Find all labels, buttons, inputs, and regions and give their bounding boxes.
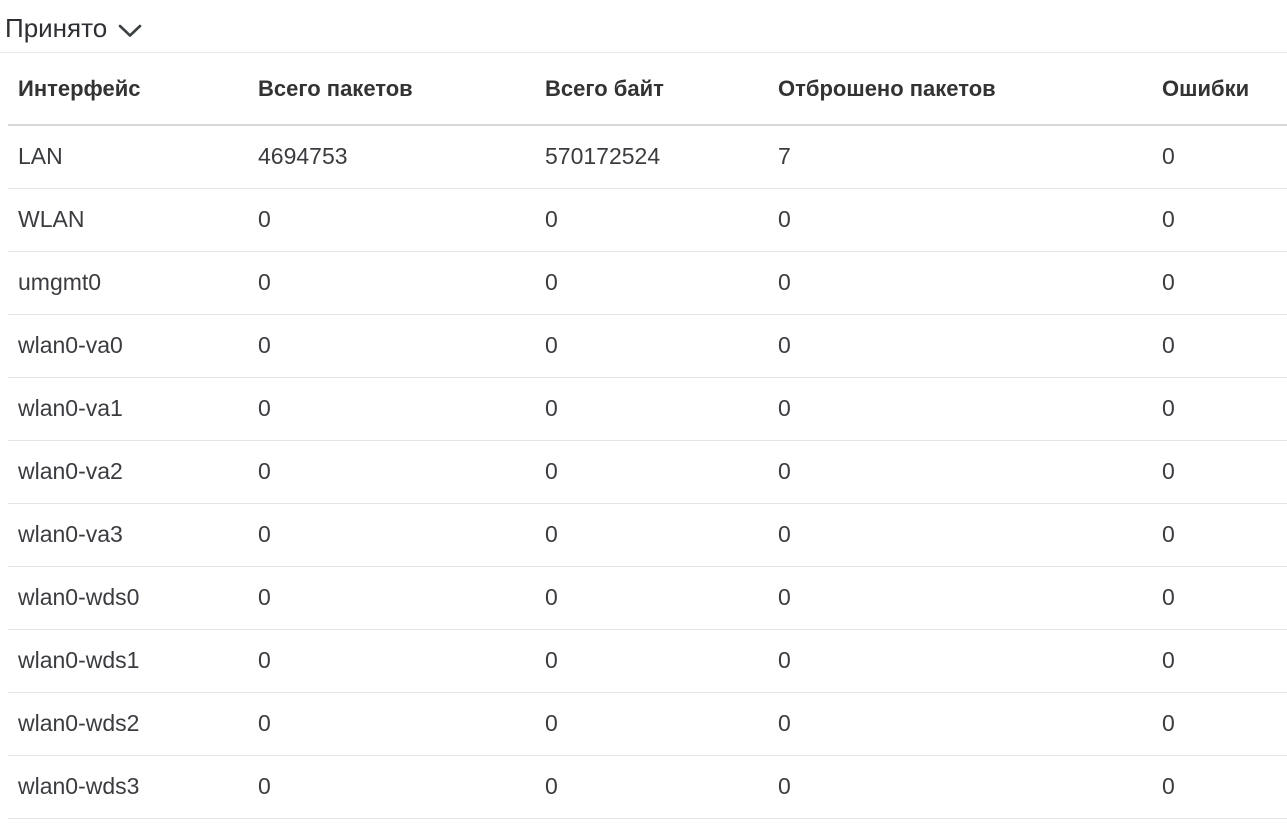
cell-dropped-packets: 0 bbox=[768, 251, 1152, 315]
cell-dropped-packets: 0 bbox=[768, 440, 1152, 504]
cell-total-bytes: 0 bbox=[535, 629, 768, 693]
cell-interface: wlan0-wds3 bbox=[8, 755, 248, 819]
cell-total-bytes: 0 bbox=[535, 440, 768, 504]
interface-stats-table: Интерфейс Всего пакетов Всего байт Отбро… bbox=[8, 53, 1287, 819]
cell-interface: wlan0-wds2 bbox=[8, 692, 248, 756]
cell-errors: 0 bbox=[1152, 440, 1287, 504]
accordion-title: Принято bbox=[5, 13, 108, 43]
cell-total-packets: 0 bbox=[248, 440, 535, 504]
column-header-total-bytes: Всего байт bbox=[535, 53, 768, 126]
cell-total-packets: 0 bbox=[248, 503, 535, 567]
cell-dropped-packets: 7 bbox=[768, 125, 1152, 189]
cell-dropped-packets: 0 bbox=[768, 314, 1152, 378]
cell-total-packets: 0 bbox=[248, 629, 535, 693]
cell-total-packets: 0 bbox=[248, 314, 535, 378]
chevron-down-icon bbox=[118, 24, 142, 37]
cell-interface: wlan0-wds1 bbox=[8, 629, 248, 693]
table-row: wlan0-wds1 0 0 0 0 bbox=[8, 629, 1287, 693]
cell-total-bytes: 0 bbox=[535, 314, 768, 378]
cell-interface: wlan0-va1 bbox=[8, 377, 248, 441]
table-row: wlan0-va3 0 0 0 0 bbox=[8, 503, 1287, 567]
cell-dropped-packets: 0 bbox=[768, 629, 1152, 693]
table-row: wlan0-va2 0 0 0 0 bbox=[8, 440, 1287, 504]
table-row: wlan0-va1 0 0 0 0 bbox=[8, 377, 1287, 441]
accordion-header-received[interactable]: Принято bbox=[0, 0, 1287, 53]
table-row: wlan0-wds3 0 0 0 0 bbox=[8, 755, 1287, 819]
cell-dropped-packets: 0 bbox=[768, 755, 1152, 819]
table-row: wlan0-va0 0 0 0 0 bbox=[8, 314, 1287, 378]
cell-errors: 0 bbox=[1152, 503, 1287, 567]
cell-interface: wlan0-va2 bbox=[8, 440, 248, 504]
cell-total-bytes: 0 bbox=[535, 188, 768, 252]
column-header-total-packets: Всего пакетов bbox=[248, 53, 535, 126]
table-row: WLAN 0 0 0 0 bbox=[8, 188, 1287, 252]
cell-dropped-packets: 0 bbox=[768, 377, 1152, 441]
table-body: LAN 4694753 570172524 7 0 WLAN 0 0 0 0 umgmt0 0 0 0 0 w… bbox=[8, 125, 1287, 819]
cell-errors: 0 bbox=[1152, 125, 1287, 189]
cell-dropped-packets: 0 bbox=[768, 692, 1152, 756]
cell-interface: umgmt0 bbox=[8, 251, 248, 315]
cell-total-bytes: 0 bbox=[535, 251, 768, 315]
cell-errors: 0 bbox=[1152, 377, 1287, 441]
cell-interface: WLAN bbox=[8, 188, 248, 252]
cell-errors: 0 bbox=[1152, 692, 1287, 756]
cell-errors: 0 bbox=[1152, 566, 1287, 630]
cell-total-packets: 0 bbox=[248, 755, 535, 819]
column-header-dropped-packets: Отброшено пакетов bbox=[768, 53, 1152, 126]
cell-total-packets: 0 bbox=[248, 377, 535, 441]
cell-total-bytes: 0 bbox=[535, 503, 768, 567]
cell-errors: 0 bbox=[1152, 755, 1287, 819]
cell-total-packets: 4694753 bbox=[248, 125, 535, 189]
table-row: umgmt0 0 0 0 0 bbox=[8, 251, 1287, 315]
cell-total-packets: 0 bbox=[248, 251, 535, 315]
cell-total-packets: 0 bbox=[248, 566, 535, 630]
table-row: LAN 4694753 570172524 7 0 bbox=[8, 125, 1287, 189]
cell-errors: 0 bbox=[1152, 251, 1287, 315]
cell-interface: LAN bbox=[8, 125, 248, 189]
cell-total-packets: 0 bbox=[248, 188, 535, 252]
cell-dropped-packets: 0 bbox=[768, 503, 1152, 567]
cell-interface: wlan0-wds0 bbox=[8, 566, 248, 630]
column-header-errors: Ошибки bbox=[1152, 53, 1287, 126]
cell-interface: wlan0-va0 bbox=[8, 314, 248, 378]
cell-total-packets: 0 bbox=[248, 692, 535, 756]
table-row: wlan0-wds2 0 0 0 0 bbox=[8, 692, 1287, 756]
cell-errors: 0 bbox=[1152, 188, 1287, 252]
cell-interface: wlan0-va3 bbox=[8, 503, 248, 567]
cell-errors: 0 bbox=[1152, 314, 1287, 378]
cell-dropped-packets: 0 bbox=[768, 566, 1152, 630]
cell-total-bytes: 0 bbox=[535, 566, 768, 630]
cell-total-bytes: 0 bbox=[535, 377, 768, 441]
column-header-interface: Интерфейс bbox=[8, 53, 248, 126]
table-header-row: Интерфейс Всего пакетов Всего байт Отбро… bbox=[8, 53, 1287, 126]
cell-dropped-packets: 0 bbox=[768, 188, 1152, 252]
cell-total-bytes: 570172524 bbox=[535, 125, 768, 189]
table-row: wlan0-wds0 0 0 0 0 bbox=[8, 566, 1287, 630]
cell-errors: 0 bbox=[1152, 629, 1287, 693]
cell-total-bytes: 0 bbox=[535, 755, 768, 819]
cell-total-bytes: 0 bbox=[535, 692, 768, 756]
